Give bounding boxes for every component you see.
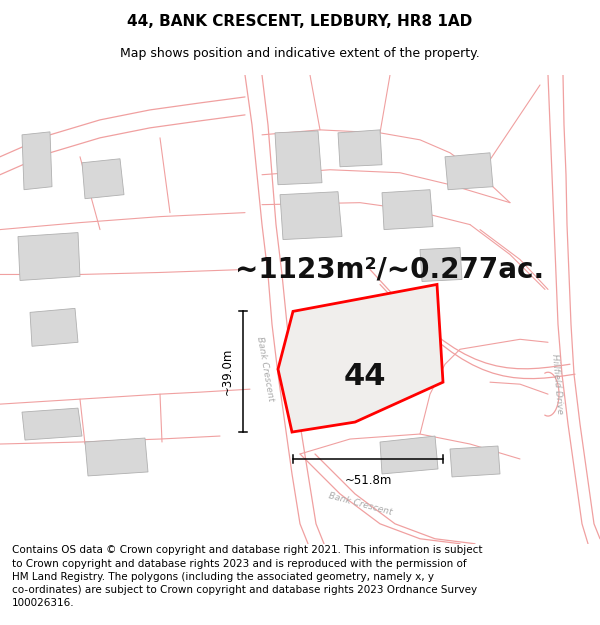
Polygon shape	[275, 131, 322, 185]
Polygon shape	[30, 308, 78, 346]
Text: Bank Crescent: Bank Crescent	[255, 336, 275, 402]
Polygon shape	[338, 130, 382, 167]
Polygon shape	[280, 192, 342, 239]
Polygon shape	[420, 248, 462, 281]
Polygon shape	[82, 159, 124, 199]
Polygon shape	[278, 284, 443, 432]
Polygon shape	[445, 152, 493, 190]
Text: 44: 44	[343, 362, 386, 391]
Polygon shape	[382, 190, 433, 229]
Text: Hillfield Drive: Hillfield Drive	[550, 354, 564, 415]
Polygon shape	[450, 446, 500, 477]
Polygon shape	[380, 436, 438, 474]
Text: 44, BANK CRESCENT, LEDBURY, HR8 1AD: 44, BANK CRESCENT, LEDBURY, HR8 1AD	[127, 14, 473, 29]
Text: Map shows position and indicative extent of the property.: Map shows position and indicative extent…	[120, 48, 480, 61]
Polygon shape	[22, 132, 52, 190]
Text: ~1123m²/~0.277ac.: ~1123m²/~0.277ac.	[235, 256, 545, 284]
Polygon shape	[22, 408, 82, 440]
Polygon shape	[18, 232, 80, 281]
Polygon shape	[85, 438, 148, 476]
Text: ~51.8m: ~51.8m	[344, 474, 392, 487]
Text: Contains OS data © Crown copyright and database right 2021. This information is : Contains OS data © Crown copyright and d…	[12, 545, 482, 608]
Text: Bank Crescent: Bank Crescent	[327, 491, 393, 517]
Text: ~39.0m: ~39.0m	[221, 348, 233, 396]
